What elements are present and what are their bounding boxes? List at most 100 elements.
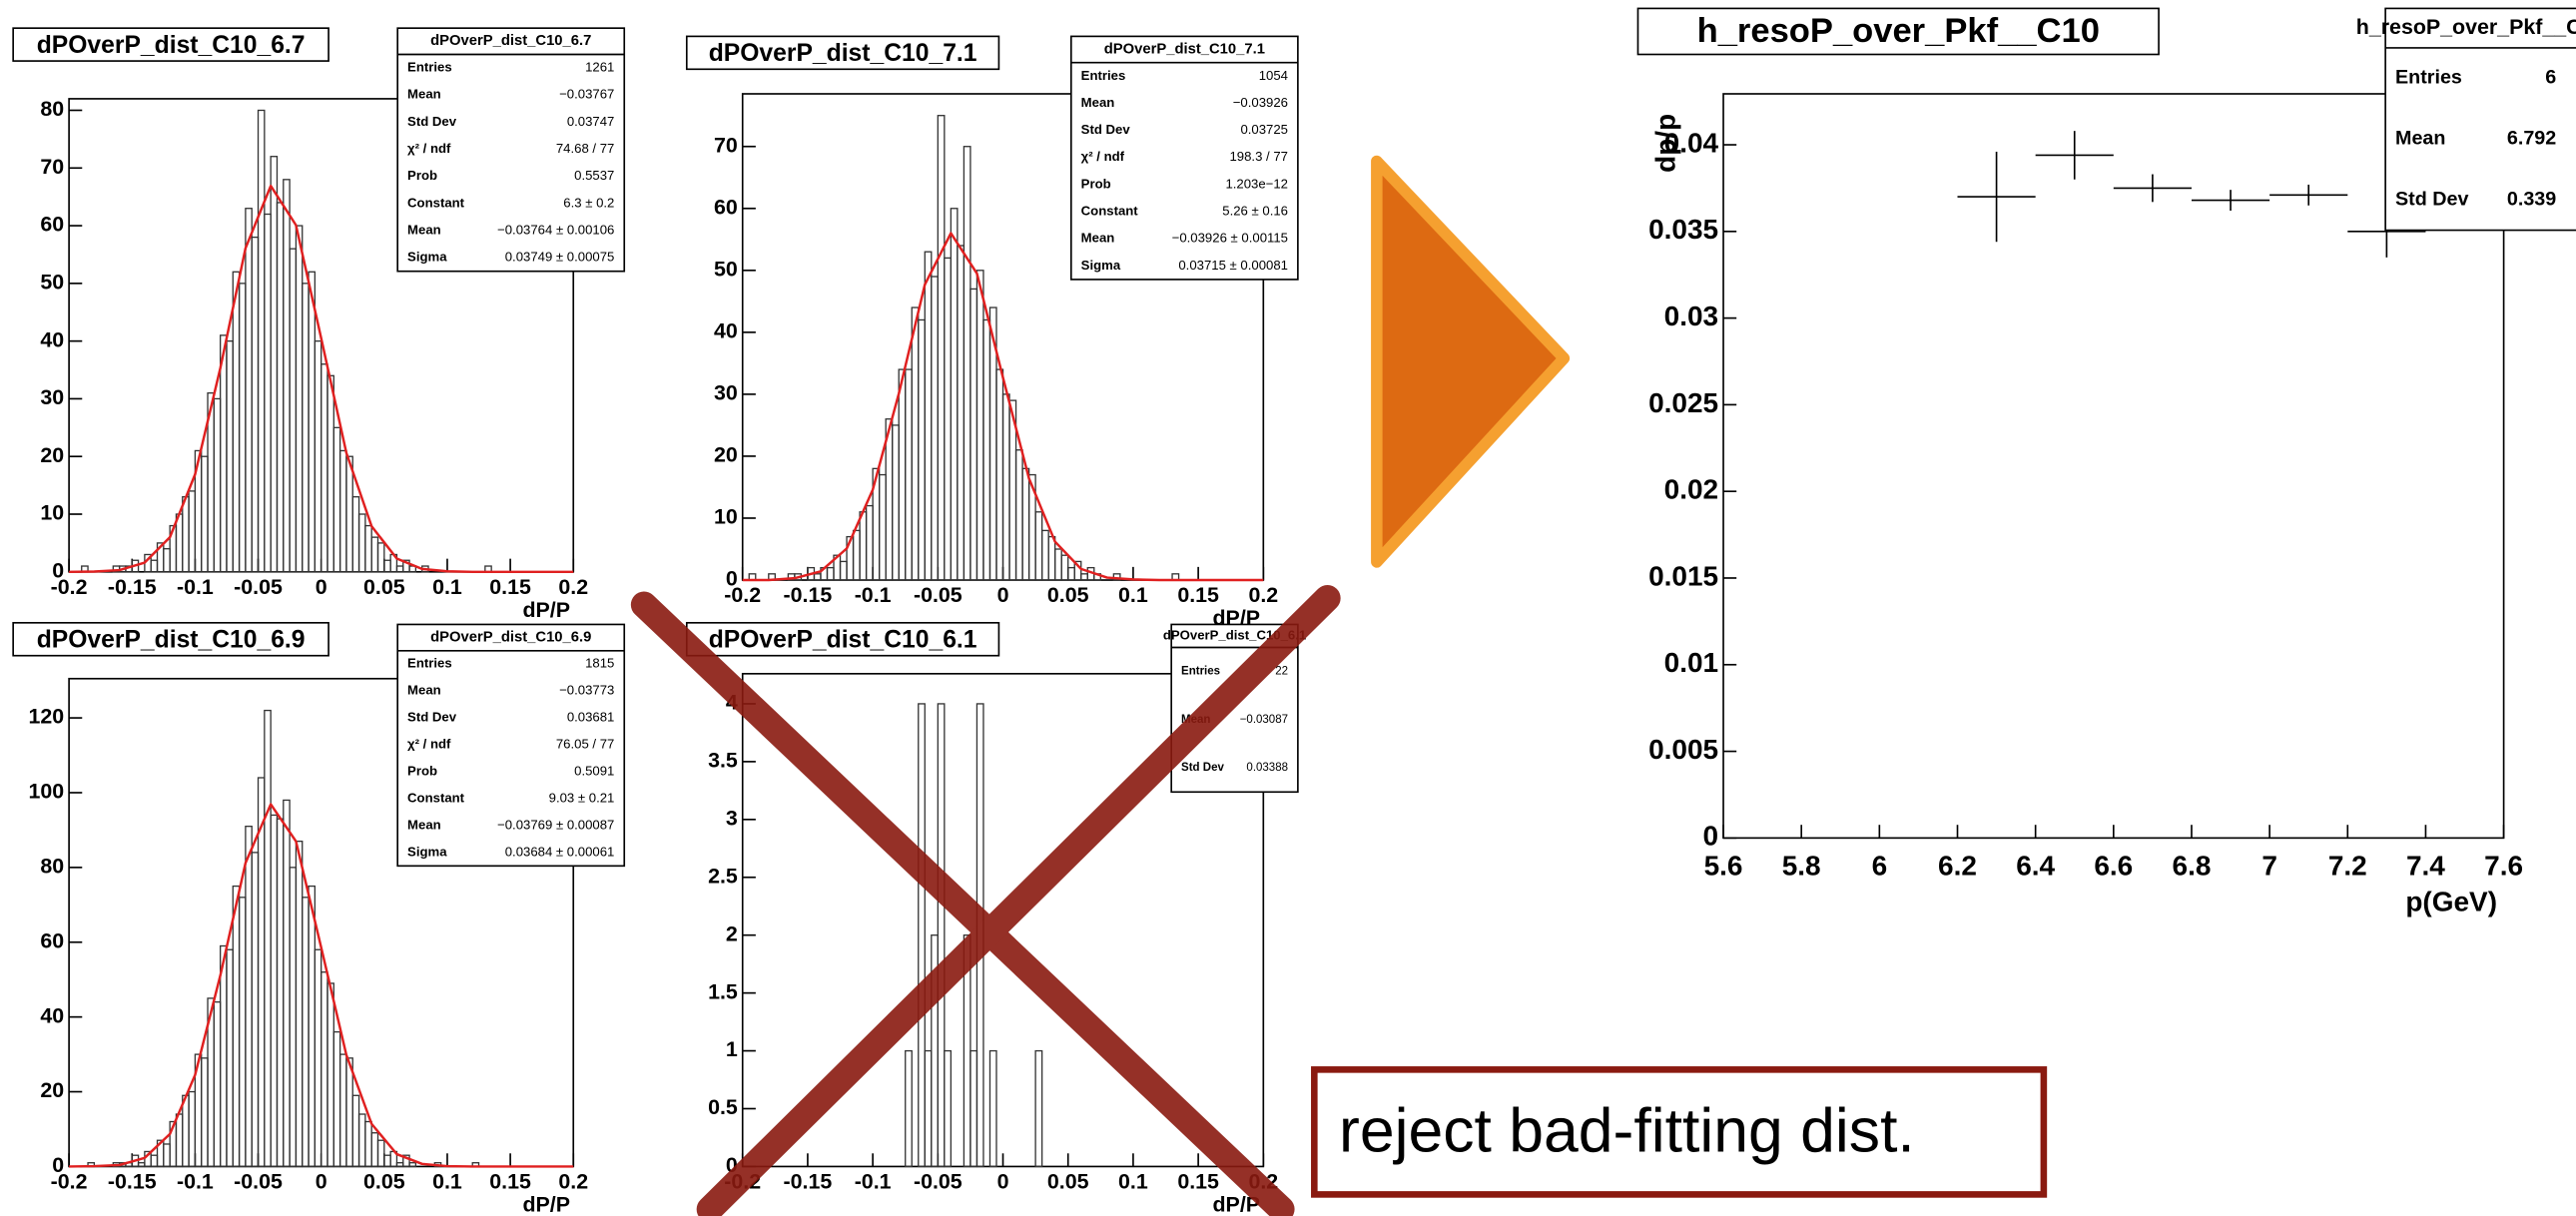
x-tick-label: -0.15 bbox=[784, 1170, 833, 1194]
stats-value: 0.5537 bbox=[574, 168, 614, 183]
x-tick-label: -0.05 bbox=[914, 1170, 963, 1194]
y-tick-label: 120 bbox=[28, 705, 64, 729]
y-tick-label: 0 bbox=[726, 567, 738, 591]
y-tick-label: 0.015 bbox=[1648, 560, 1718, 591]
stats-label: Std Dev bbox=[407, 710, 457, 725]
x-tick-label: 0.05 bbox=[363, 575, 405, 599]
stats-value: 74.68 / 77 bbox=[556, 141, 615, 156]
x-tick-label: -0.05 bbox=[914, 583, 963, 607]
x-tick-label: -0.1 bbox=[855, 1170, 892, 1194]
y-tick-label: 30 bbox=[40, 385, 64, 409]
x-tick-label: -0.1 bbox=[177, 1170, 214, 1194]
x-tick-label: 0.05 bbox=[1047, 1170, 1089, 1194]
chart: 5.6 5.8 6 6.2 6.4 6.6 6.8 7 7.2 7.4 7.6 0 0.005 0.01 0… bbox=[1636, 7, 2576, 917]
stats-value: −0.03764 ± 0.00106 bbox=[497, 222, 614, 237]
stats-label: χ² / ndf bbox=[1081, 149, 1125, 164]
histogram-bar bbox=[402, 1154, 410, 1168]
stats-label: Sigma bbox=[1081, 258, 1121, 273]
stats-label: Sigma bbox=[407, 250, 447, 265]
stats-label: Mean bbox=[407, 87, 441, 102]
stats-value: 0.03749 ± 0.00075 bbox=[505, 250, 615, 265]
stats-label: Entries bbox=[407, 656, 452, 671]
stats-value: −0.03767 bbox=[559, 87, 614, 102]
x-tick-label: 0.1 bbox=[1118, 1170, 1148, 1194]
x-tick-label: 0.1 bbox=[1118, 583, 1148, 607]
stats-value: −0.03926 bbox=[1233, 95, 1288, 110]
stats-value: 0.03684 ± 0.00061 bbox=[505, 844, 615, 859]
stats-value: 0.5091 bbox=[574, 763, 614, 778]
histogram-bar bbox=[376, 1139, 385, 1168]
histogram-bar bbox=[1034, 1049, 1043, 1168]
stats-value: 6.792 bbox=[2507, 127, 2556, 149]
histogram-bar bbox=[918, 703, 926, 1168]
y-tick-label: 60 bbox=[40, 928, 64, 952]
stats-box bbox=[2384, 7, 2576, 232]
stats-label: Mean bbox=[407, 817, 441, 832]
y-tick-label: 0 bbox=[52, 1153, 64, 1177]
x-tick-label: 0.2 bbox=[558, 1170, 588, 1194]
x-tick-label: -0.15 bbox=[108, 1170, 157, 1194]
chart-title-box bbox=[685, 35, 1000, 71]
x-tick-label: -0.15 bbox=[108, 575, 157, 599]
y-tick-label: 2.5 bbox=[708, 864, 738, 888]
stats-label: Mean bbox=[1081, 231, 1115, 246]
x-tick-label: 6.6 bbox=[2094, 850, 2133, 881]
stats-value: 0.03747 bbox=[567, 114, 615, 129]
stats-label: Mean bbox=[1081, 95, 1115, 110]
cross-stroke bbox=[696, 584, 1341, 1216]
x-tick-label: 0.1 bbox=[432, 1170, 462, 1194]
stats-label: Sigma bbox=[407, 844, 447, 859]
histogram-bar bbox=[905, 1049, 913, 1168]
stats-label: Constant bbox=[407, 195, 465, 210]
x-tick-label: 7.4 bbox=[2406, 850, 2445, 881]
stats-value: −0.03773 bbox=[559, 683, 614, 698]
x-tick-label: 0.15 bbox=[1177, 1170, 1219, 1194]
x-tick-label: 5.6 bbox=[1704, 850, 1743, 881]
stats-label: Entries bbox=[1081, 68, 1126, 83]
y-tick-label: 70 bbox=[40, 155, 64, 179]
fit-curve bbox=[69, 184, 574, 574]
x-axis-label: dP/P bbox=[1213, 1193, 1261, 1216]
stats-value: 6.3 ± 0.2 bbox=[563, 195, 614, 210]
y-tick-label: 10 bbox=[40, 501, 64, 525]
y-tick-label: 0.5 bbox=[708, 1095, 738, 1119]
histogram-bar bbox=[944, 1049, 953, 1168]
stats-value: 1.203e−12 bbox=[1225, 176, 1288, 191]
stats-value: −0.03926 ± 0.00115 bbox=[1172, 231, 1288, 246]
x-tick-label: -0.1 bbox=[855, 583, 892, 607]
y-tick-label: 50 bbox=[714, 257, 738, 281]
stats-label: Mean bbox=[2395, 127, 2445, 149]
stats-value: 6 bbox=[2545, 67, 2556, 89]
y-tick-label: 0.04 bbox=[1664, 127, 1719, 158]
y-axis-label: dp/p bbox=[1649, 114, 1680, 173]
fit-curve bbox=[69, 803, 574, 1168]
x-tick-label: 0.15 bbox=[489, 1170, 531, 1194]
x-tick-label: 6.4 bbox=[2016, 850, 2055, 881]
stats-label: Entries bbox=[2395, 67, 2462, 89]
stats-label: χ² / ndf bbox=[407, 141, 451, 156]
y-tick-label: 40 bbox=[40, 1003, 64, 1027]
x-tick-label: 0.05 bbox=[1047, 583, 1089, 607]
x-tick-label: 7 bbox=[2261, 850, 2277, 881]
chart-title-box bbox=[1636, 7, 2160, 56]
y-tick-label: 40 bbox=[40, 327, 64, 351]
stats-label: Std Dev bbox=[407, 114, 457, 129]
x-tick-label: 6.8 bbox=[2173, 850, 2212, 881]
x-tick-label: 7.2 bbox=[2328, 850, 2367, 881]
x-tick-label: 0.1 bbox=[432, 575, 462, 599]
fit-curve bbox=[742, 232, 1264, 582]
stats-title: dPOverP_dist_C10_6.7 bbox=[430, 33, 591, 49]
x-tick-label: 0.05 bbox=[363, 1170, 405, 1194]
charts: -0.2 -0.15 -0.1 -0.05 0 0.05 0.1 0.15 0.20102030… bbox=[12, 7, 2576, 1216]
chart-title: dPOverP_dist_C10_6.7 bbox=[37, 32, 306, 59]
y-tick-label: 0.035 bbox=[1648, 214, 1718, 245]
stats-value: 9.03 ± 0.21 bbox=[549, 790, 615, 805]
histogram-bar bbox=[988, 1049, 997, 1168]
stats-label: χ² / ndf bbox=[407, 737, 451, 752]
stats-value: 0.03388 bbox=[1246, 762, 1288, 774]
stats-value: 0.03681 bbox=[567, 710, 615, 725]
cross-stroke bbox=[630, 591, 1295, 1216]
y-tick-label: 1 bbox=[726, 1037, 738, 1061]
x-tick-label: 0 bbox=[997, 583, 1009, 607]
